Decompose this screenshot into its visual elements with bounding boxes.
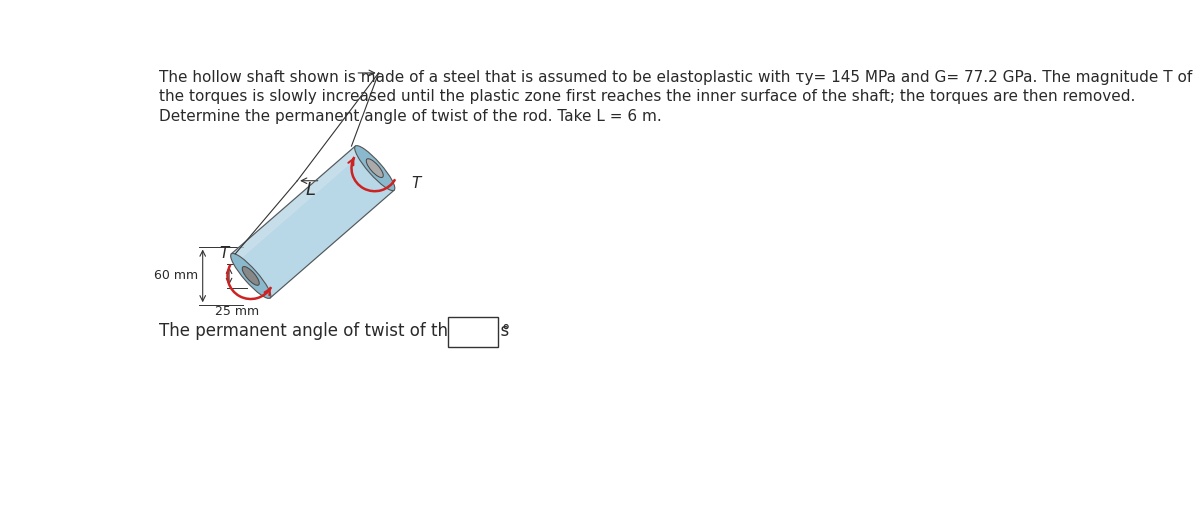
Text: T: T [412,176,420,191]
Text: The hollow shaft shown is made of a steel that is assumed to be elastoplastic wi: The hollow shaft shown is made of a stee… [160,70,1193,124]
Ellipse shape [242,267,259,286]
Text: L: L [306,181,316,199]
Text: T: T [220,246,229,261]
Ellipse shape [230,253,271,298]
Text: °: ° [502,322,510,341]
Ellipse shape [366,159,383,178]
Text: 25 mm: 25 mm [215,305,259,318]
FancyBboxPatch shape [448,318,498,347]
Polygon shape [232,146,361,261]
Polygon shape [232,146,394,298]
Text: 60 mm: 60 mm [154,269,198,282]
Text: The permanent angle of twist of the rod is: The permanent angle of twist of the rod … [160,322,510,341]
Ellipse shape [355,146,395,190]
